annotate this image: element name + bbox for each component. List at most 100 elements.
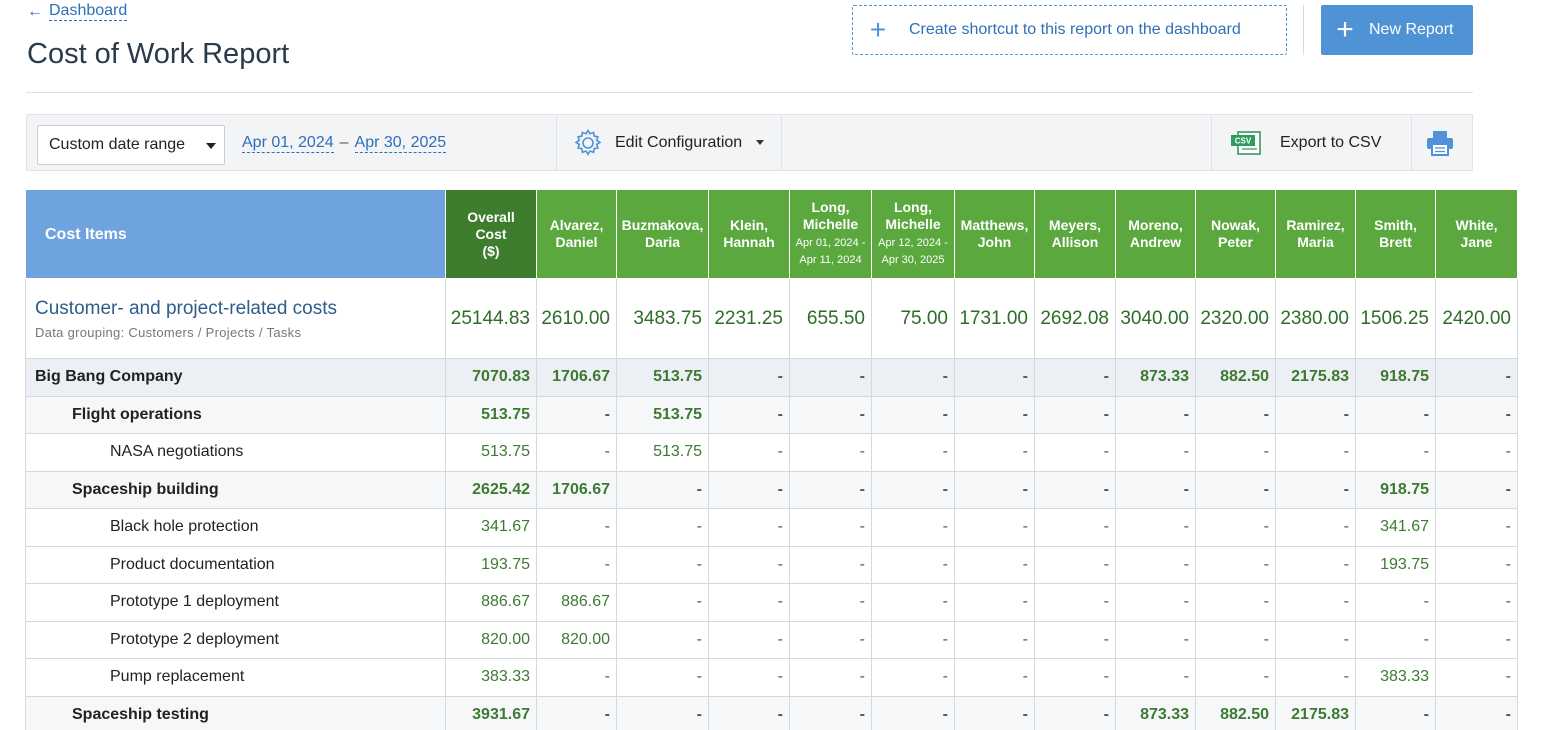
summary-value-cell: 3040.00 [1115,278,1196,359]
project-row: Spaceship testing 3931.67- - - - - - -873.33 882… [25,695,1518,730]
cost-value-cell: - [1275,583,1356,622]
edit-configuration-button[interactable]: Edit Configuration [573,115,765,170]
cost-value-cell: 193.75 [445,545,537,584]
cost-value-cell: - [871,470,955,509]
cost-value-cell: - [1195,395,1276,434]
date-from-link[interactable]: Apr 01, 2024 [242,134,334,153]
cost-value-cell: - [708,508,790,547]
cost-value-cell: - [954,433,1035,472]
cost-value-cell: - [1435,620,1518,659]
create-shortcut-label: Create shortcut to this report on the da… [909,21,1241,38]
column-header-text: Maria [1297,234,1334,250]
cost-value-cell: - [616,545,709,584]
column-date-range: Apr 12, 2024 - Apr 30, 2025 [874,235,952,269]
cost-value-cell: - [616,658,709,697]
cost-value-cell: - [1435,695,1518,730]
summary-value-cell: 1731.00 [954,278,1035,359]
date-range-select-value: Custom date range [49,136,186,153]
summary-title: Customer- and project-related costs [35,297,338,319]
cost-value-cell: - [1275,620,1356,659]
cost-value-cell: - [871,620,955,659]
date-range-select[interactable]: Custom date range [37,125,225,165]
cost-value-cell: 513.75 [445,395,537,434]
cost-value-cell: - [1034,470,1116,509]
back-link-label: Dashboard [49,2,128,21]
cost-value-cell: - [1115,658,1196,697]
task-row: NASA negotiations 513.75-513.75- - - - - - - - - - [25,433,1518,472]
column-header-text: White, [1455,217,1498,233]
cost-value-cell: - [1034,545,1116,584]
employee-column-header: White, Jane [1435,189,1518,279]
cost-value-cell: - [1195,658,1276,697]
column-header-text: Moreno, [1128,217,1183,233]
cost-value-cell: - [1115,508,1196,547]
employee-column-header: Buzmakova, Daria [616,189,709,279]
column-date-range-text: Apr 12, 2024 - [878,237,948,249]
column-header-text: Hannah [723,234,775,250]
cost-value-cell: - [708,658,790,697]
cost-value-cell: - [789,358,872,397]
cost-value-cell: - [954,695,1035,730]
column-header-text: Brett [1379,234,1412,250]
cost-value-cell: - [1435,545,1518,584]
row-label: Spaceship building [25,470,446,509]
column-date-range-text: Apr 11, 2024 [799,254,862,266]
cost-value-cell: - [536,433,617,472]
cost-value-cell: - [1115,583,1196,622]
create-shortcut-button[interactable]: + Create shortcut to this report on the … [852,5,1287,55]
column-header-text: Michelle [802,216,859,232]
row-label: Pump replacement [25,658,446,697]
cost-value-cell: - [1034,620,1116,659]
column-header-text: Allison [1051,234,1099,250]
employee-column-header: Ramirez, Maria [1275,189,1356,279]
cost-value-cell: - [1195,583,1276,622]
toolbar-divider [1411,115,1412,170]
column-header-text: Overall [467,208,515,225]
task-row: Product documentation 193.75- - - - - - - - - -193… [25,545,1518,584]
summary-value-cell: 2380.00 [1275,278,1356,359]
header-separator [26,92,1473,93]
cost-value-cell: - [789,658,872,697]
cost-value-cell: - [1195,508,1276,547]
cost-value-cell: - [708,620,790,659]
cost-value-cell: - [536,545,617,584]
cost-value-cell: - [1275,470,1356,509]
column-header-text: Peter [1217,234,1254,250]
column-header-text: Smith, [1374,217,1417,233]
new-report-button[interactable]: + New Report [1321,5,1473,55]
back-to-dashboard-link[interactable]: ← Dashboard [27,2,128,21]
cost-value-cell: 513.75 [616,358,709,397]
column-header-text: Daria [644,234,681,250]
cost-value-cell: - [789,695,872,730]
cost-value-cell: 886.67 [536,583,617,622]
employee-column-header: Nowak, Peter [1195,189,1276,279]
row-label: Black hole protection [25,508,446,547]
cost-value-cell: 882.50 [1195,358,1276,397]
cost-value-cell: - [708,358,790,397]
column-header-text: Long, [893,199,933,215]
export-csv-button[interactable]: CSV Export to CSV [1230,115,1381,170]
column-date-range: Apr 01, 2024 - Apr 11, 2024 [792,235,869,269]
export-csv-label: Export to CSV [1280,133,1382,151]
cost-value-cell: - [871,545,955,584]
date-to-link[interactable]: Apr 30, 2025 [354,134,447,153]
cost-value-cell: 3931.67 [445,695,537,730]
column-header-text: Nowak, [1210,217,1260,233]
column-header-text: ($) [482,242,500,259]
plus-icon: + [1336,13,1354,46]
cost-value-cell: - [954,508,1035,547]
print-button[interactable] [1425,129,1455,162]
task-row: Prototype 2 deployment 820.00 820.00- - - - - -… [25,620,1518,659]
cost-value-cell: - [871,695,955,730]
summary-value-cell: 2692.08 [1034,278,1116,359]
summary-value-cell: 655.50 [789,278,872,359]
employee-column-header: Meyers, Allison [1034,189,1116,279]
cost-value-cell: - [1034,508,1116,547]
summary-row: Customer- and project-related costs Data… [25,278,1518,359]
cost-value-cell: - [789,545,872,584]
cost-value-cell: - [1115,395,1196,434]
cost-value-cell: - [1115,470,1196,509]
new-report-label: New Report [1369,21,1454,38]
cost-value-cell: - [1355,395,1436,434]
customer-row: Big Bang Company 7070.83 1706.67 513.75- - - -… [25,358,1518,397]
